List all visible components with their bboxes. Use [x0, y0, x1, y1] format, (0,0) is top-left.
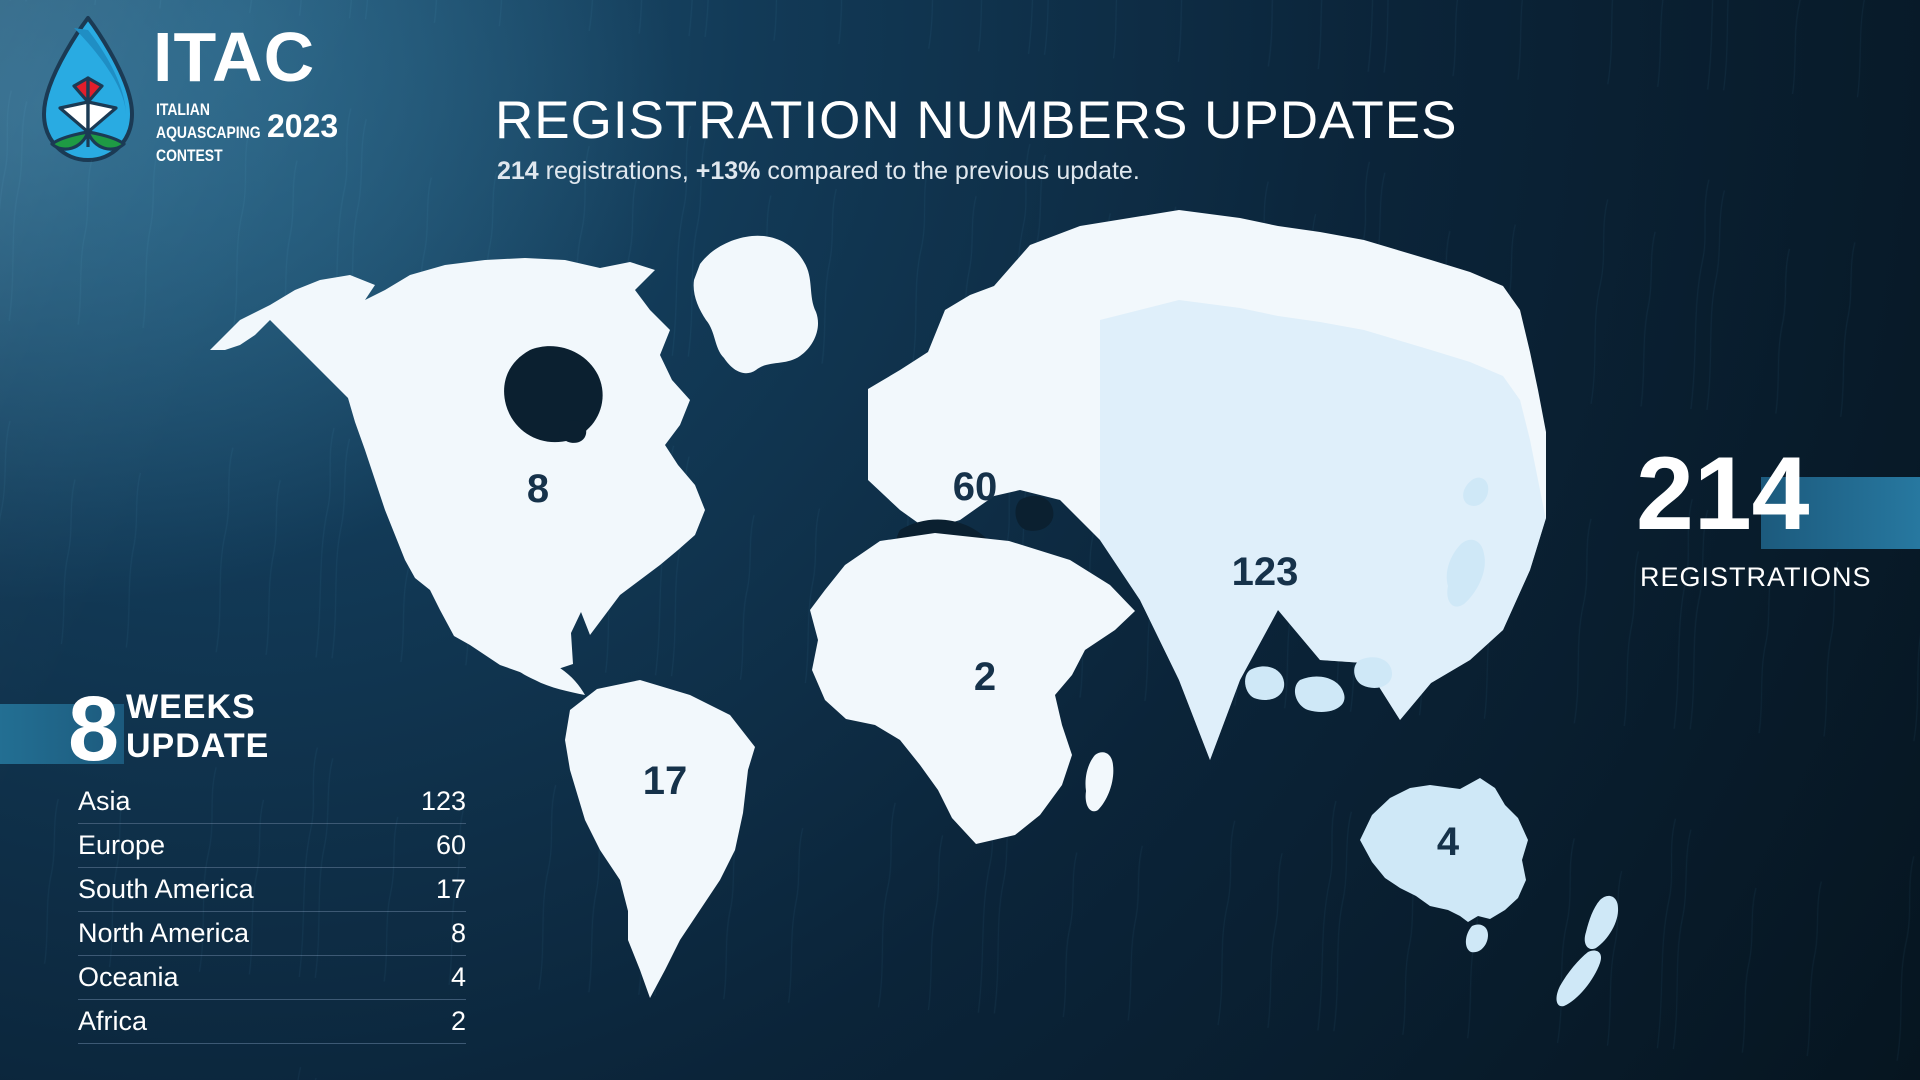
svg-text:60: 60: [953, 465, 998, 509]
svg-text:4: 4: [1437, 820, 1460, 864]
svg-text:2: 2: [974, 655, 996, 699]
svg-text:8: 8: [527, 467, 549, 511]
svg-text:17: 17: [643, 759, 688, 803]
svg-text:123: 123: [1232, 550, 1299, 594]
